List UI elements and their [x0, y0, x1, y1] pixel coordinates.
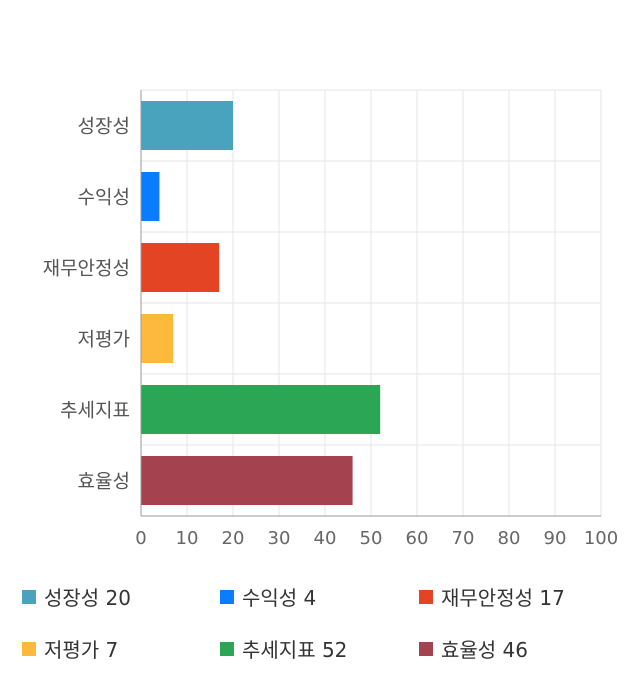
legend-item-efficiency: 효율성 46 — [419, 634, 528, 663]
legend-label-financial-stability: 재무안정성 17 — [441, 586, 565, 610]
legend-swatch-financial-stability — [419, 589, 433, 604]
legend-label-efficiency: 효율성 46 — [441, 638, 529, 662]
legend-label-undervaluation: 저평가 7 — [44, 638, 119, 662]
bar-5 — [141, 456, 353, 505]
category-label-3: 저평가 — [78, 329, 130, 351]
x-tick-label-2: 20 — [222, 528, 245, 549]
x-tick-label-7: 70 — [452, 528, 475, 549]
category-label-1: 수익성 — [78, 187, 130, 209]
x-tick-label-10: 100 — [584, 528, 618, 549]
bar-3 — [141, 314, 174, 363]
x-tick-label-4: 40 — [314, 528, 337, 549]
legend-swatch-efficiency — [419, 641, 433, 656]
x-tick-label-9: 90 — [544, 528, 567, 549]
bar-0 — [141, 101, 233, 150]
legend-label-profitability: 수익성 4 — [242, 586, 317, 610]
x-tick-label-3: 30 — [268, 528, 291, 549]
legend-item-trend: 추세지표 52 — [220, 634, 347, 663]
legend-item-profitability: 수익성 4 — [220, 582, 316, 611]
legend-swatch-trend — [220, 641, 234, 656]
legend-swatch-undervaluation — [22, 641, 36, 656]
category-label-2: 재무안정성 — [43, 258, 130, 280]
legend-label-trend: 추세지표 52 — [242, 638, 348, 662]
bar-4 — [141, 385, 381, 434]
category-label-0: 성장성 — [78, 116, 130, 138]
legend-label-growth: 성장성 20 — [44, 586, 132, 610]
x-tick-label-1: 10 — [176, 528, 199, 549]
x-tick-label-8: 80 — [498, 528, 521, 549]
category-label-5: 효율성 — [78, 471, 130, 493]
x-tick-label-0: 0 — [135, 528, 146, 549]
legend-item-growth: 성장성 20 — [22, 582, 131, 611]
bar-2 — [141, 243, 220, 292]
legend-item-financial-stability: 재무안정성 17 — [419, 582, 565, 611]
category-label-4: 추세지표 — [60, 400, 130, 422]
legend-swatch-profitability — [220, 589, 234, 604]
x-tick-label-6: 60 — [406, 528, 429, 549]
legend-item-undervaluation: 저평가 7 — [22, 634, 118, 663]
legend-swatch-growth — [22, 589, 36, 604]
bar-1 — [141, 172, 160, 221]
x-tick-label-5: 50 — [360, 528, 383, 549]
